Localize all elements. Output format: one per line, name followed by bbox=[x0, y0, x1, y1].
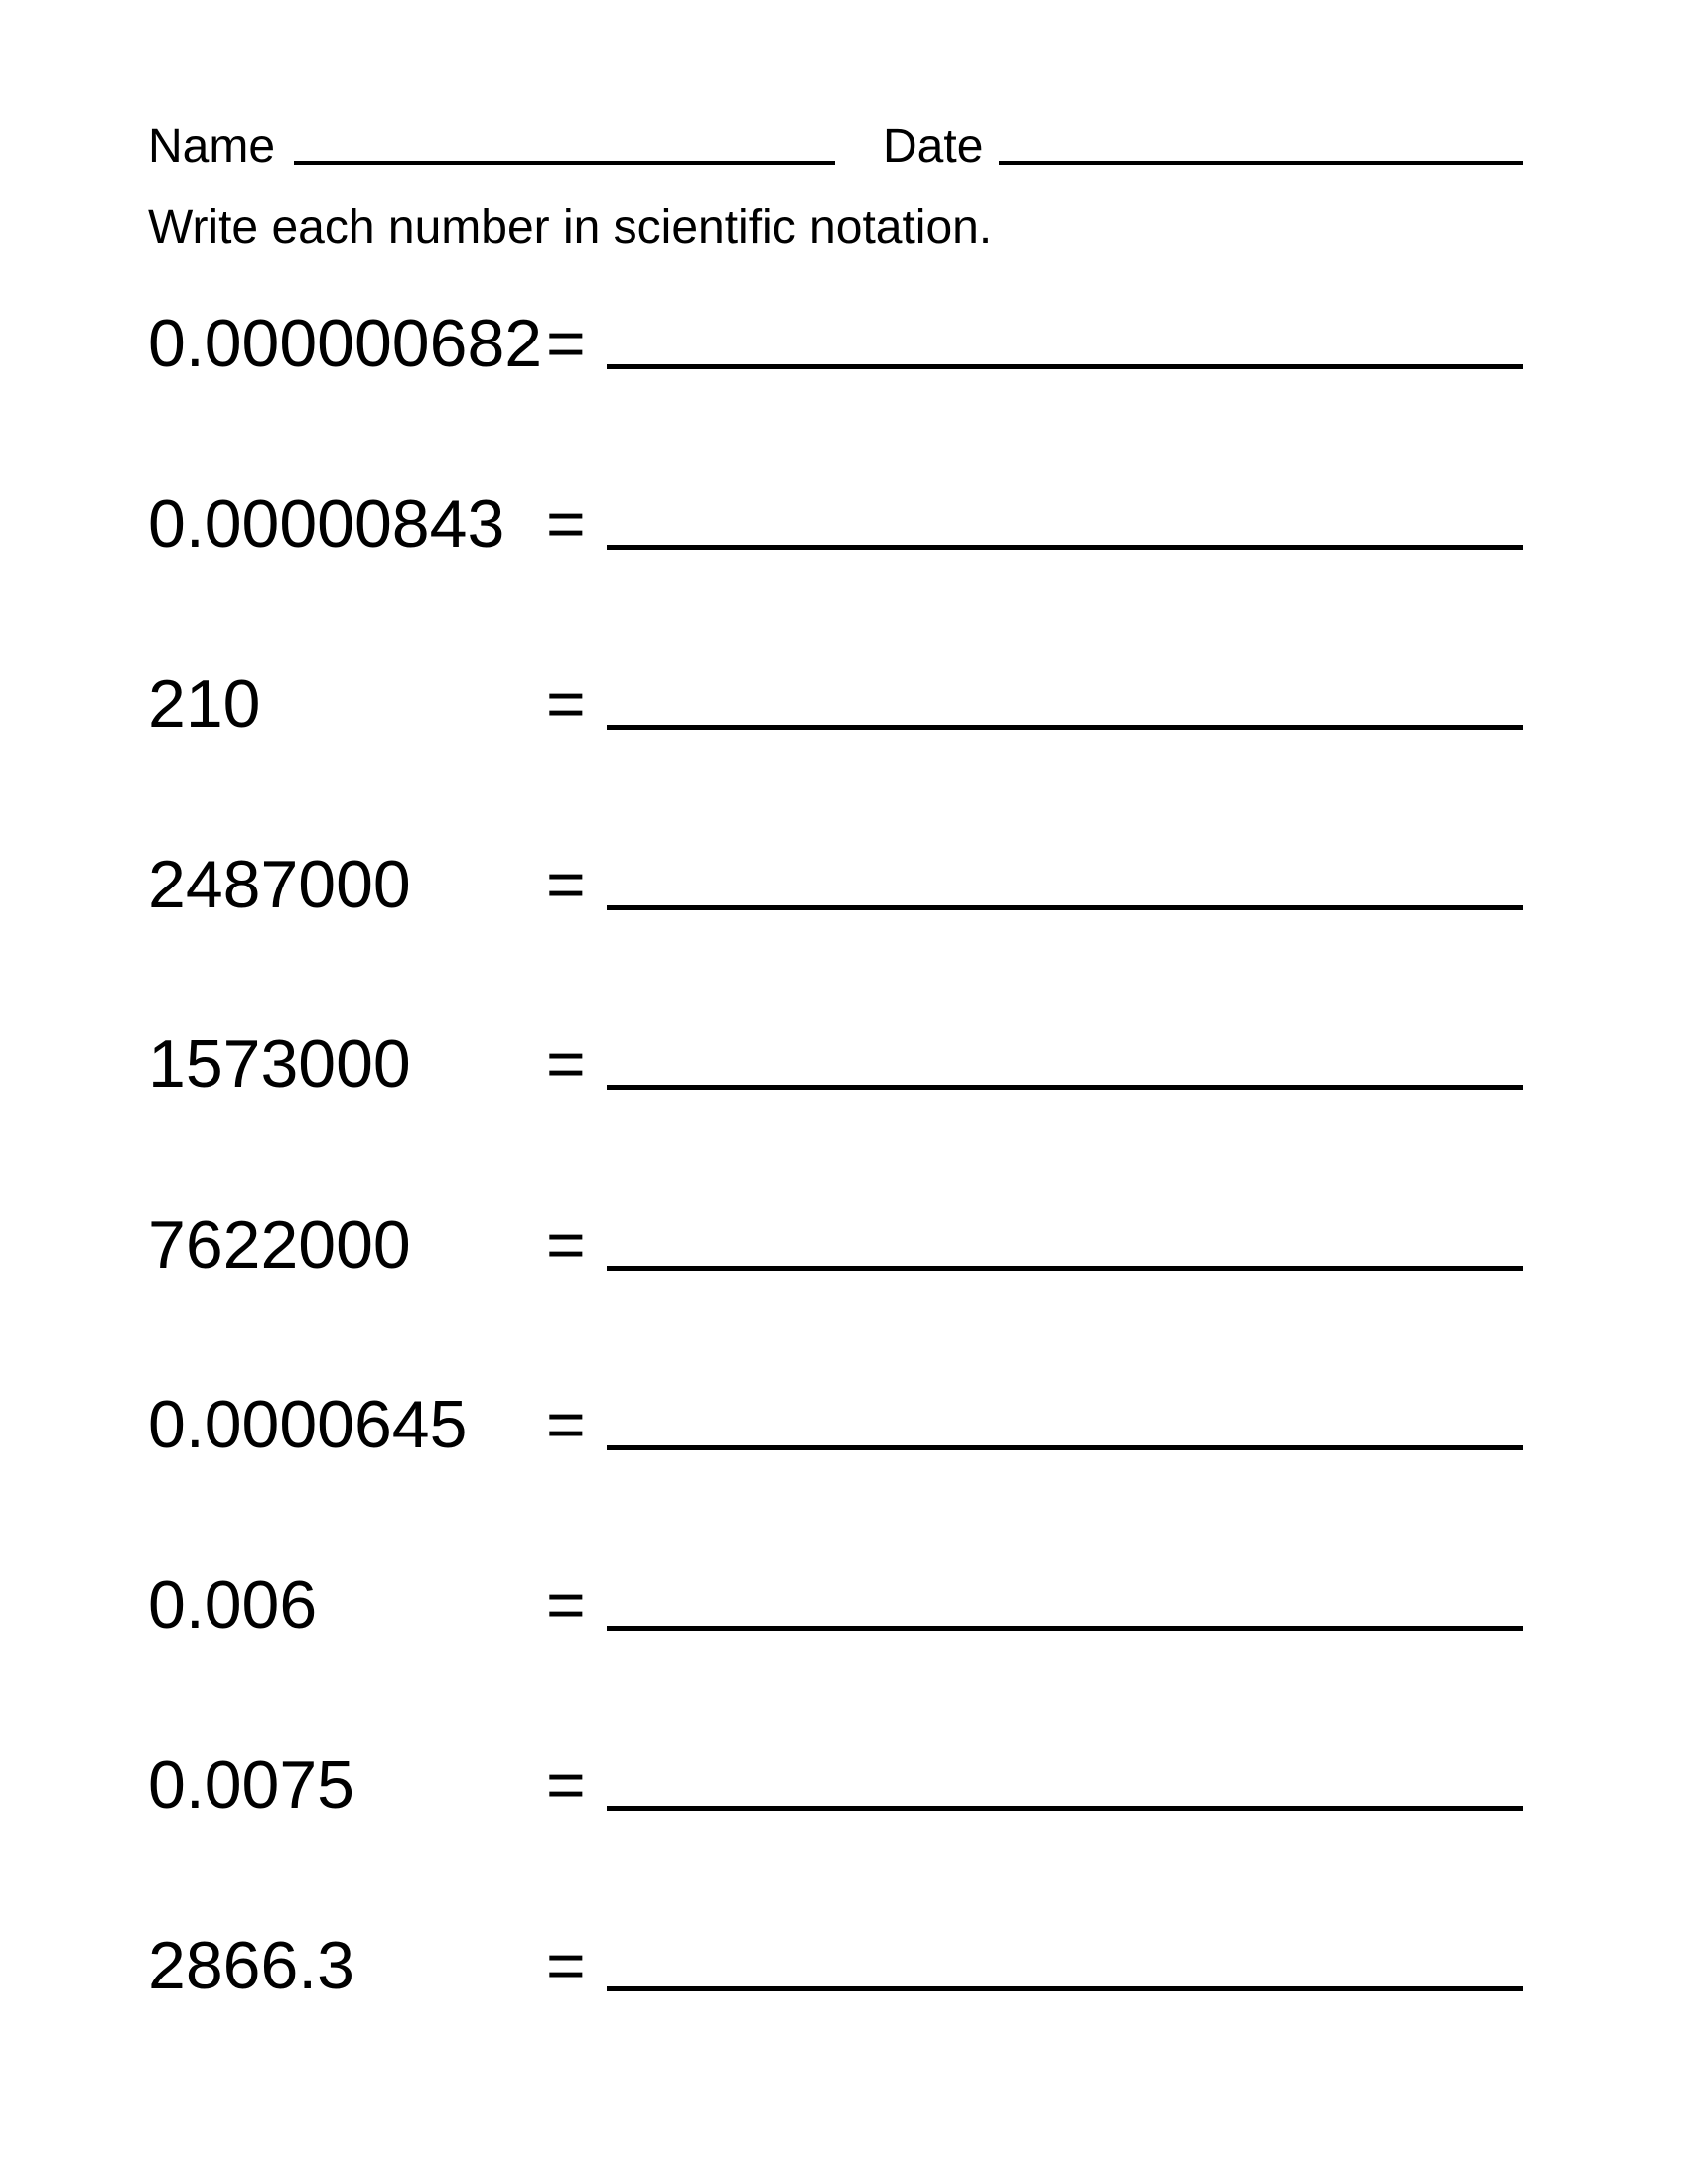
equals-sign: = bbox=[546, 1387, 586, 1462]
answer-line[interactable] bbox=[607, 1625, 1523, 1631]
equals-sign: = bbox=[546, 1026, 586, 1102]
problem-number: 0.0075 bbox=[148, 1747, 354, 1823]
answer-line[interactable] bbox=[607, 725, 1523, 730]
answer-line[interactable] bbox=[607, 1806, 1523, 1811]
name-label: Name bbox=[148, 120, 276, 173]
equals-sign: = bbox=[546, 1567, 586, 1643]
problem-number: 0.000000682 bbox=[148, 306, 543, 381]
answer-line[interactable] bbox=[607, 1085, 1523, 1090]
problem-number: 0.006 bbox=[148, 1567, 318, 1643]
date-label: Date bbox=[883, 120, 984, 173]
problem-number: 7622000 bbox=[148, 1206, 411, 1283]
problem-number: 2866.3 bbox=[148, 1927, 354, 2003]
answer-line[interactable] bbox=[607, 364, 1523, 369]
problem-number: 1573000 bbox=[148, 1026, 411, 1102]
answer-line[interactable] bbox=[607, 904, 1523, 910]
equals-sign: = bbox=[546, 1206, 586, 1283]
answer-line[interactable] bbox=[607, 1445, 1523, 1450]
answer-line[interactable] bbox=[607, 1265, 1523, 1271]
date-field[interactable] bbox=[999, 161, 1523, 165]
equals-sign: = bbox=[546, 846, 586, 922]
equals-sign: = bbox=[546, 666, 586, 742]
problem-number: 210 bbox=[148, 666, 261, 742]
equals-sign: = bbox=[546, 306, 586, 381]
equals-sign: = bbox=[546, 1747, 586, 1823]
answer-line[interactable] bbox=[607, 544, 1523, 550]
name-field[interactable] bbox=[294, 161, 835, 165]
equals-sign: = bbox=[546, 1927, 586, 2003]
answer-line[interactable] bbox=[607, 1985, 1523, 1991]
problem-number: 2487000 bbox=[148, 846, 411, 922]
problem-number: 0.0000645 bbox=[148, 1387, 468, 1462]
instructions: Write each number in scientific notation… bbox=[148, 202, 993, 254]
problem-number: 0.00000843 bbox=[148, 485, 505, 562]
equals-sign: = bbox=[546, 485, 586, 562]
